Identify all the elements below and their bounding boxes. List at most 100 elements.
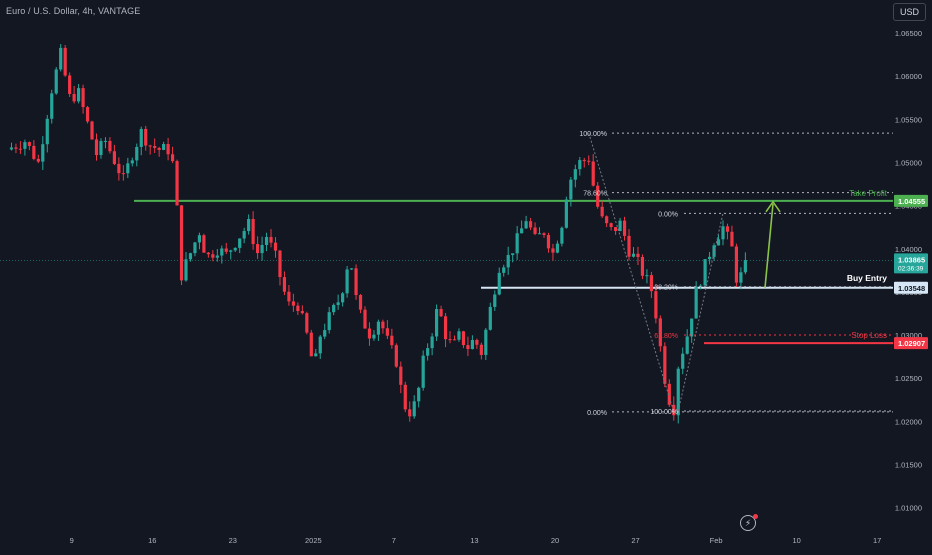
chart-title: Euro / U.S. Dollar, 4h, VANTAGE (6, 6, 141, 16)
candle-body (332, 304, 336, 313)
candle-body (560, 227, 564, 244)
candle-body (663, 346, 667, 384)
candle-body (435, 309, 439, 337)
candle-body (390, 335, 394, 346)
candle-body (739, 272, 743, 283)
candle-body (578, 160, 582, 170)
candle-body (385, 328, 389, 336)
candle-body (349, 268, 354, 270)
candle-body (27, 142, 31, 146)
candle-body (162, 144, 166, 150)
candle-body (23, 142, 27, 149)
candle-body (211, 254, 215, 258)
candle-body (645, 275, 649, 277)
candle-body (515, 233, 519, 254)
fib-level-label: 61.80% (654, 333, 678, 340)
take-profit-label: Take Profit (849, 189, 888, 198)
candle-body (569, 179, 573, 200)
candle-body (9, 147, 14, 150)
candle-body (341, 293, 345, 303)
candle-body (699, 285, 703, 287)
candle-body (94, 139, 99, 156)
currency-button[interactable]: USD (893, 3, 926, 21)
candle-body (135, 146, 139, 161)
candle-body (461, 331, 466, 346)
candle-body (430, 336, 434, 349)
time-axis: 9162320257132027Feb101724 (70, 536, 882, 545)
candle-body (640, 256, 645, 276)
fib-level-label: 78.60% (583, 191, 607, 198)
candle-body (108, 140, 112, 152)
candle-body (730, 231, 734, 247)
candle-body (63, 47, 67, 76)
candle-body (381, 321, 385, 329)
candle-body (77, 88, 81, 102)
time-tick-label: 7 (392, 536, 396, 545)
candle-body (618, 220, 622, 232)
candle-body (251, 218, 255, 245)
candle-body (658, 318, 662, 347)
candle-body (627, 235, 631, 257)
candle-body (600, 206, 604, 217)
candle-body (103, 140, 108, 142)
candle-body (282, 277, 287, 292)
lightning-icon[interactable]: ⚡ (740, 514, 758, 531)
candle-body (448, 339, 452, 341)
candle-body (707, 256, 712, 260)
candle-body (220, 248, 224, 256)
candle-body (148, 145, 152, 147)
candle-body (734, 246, 739, 283)
candle-body (667, 383, 671, 405)
candle-body (681, 353, 685, 369)
candle-body (358, 295, 363, 310)
candle-body (712, 245, 716, 257)
candle-body (188, 253, 193, 260)
candle-body (179, 205, 184, 281)
candle-body (300, 311, 304, 314)
candle-body (85, 107, 90, 122)
candle-body (184, 259, 188, 281)
candle-body (238, 238, 242, 248)
time-tick-label: 27 (631, 536, 639, 545)
price-tick-label: 1.06000 (895, 72, 922, 81)
candle-body (36, 158, 40, 162)
candle-body (41, 144, 45, 162)
fib-level-label: 100.00% (650, 409, 678, 416)
candle-body (144, 128, 148, 146)
candle-body (287, 291, 291, 302)
candle-body (649, 275, 653, 292)
candle-body (506, 255, 510, 268)
time-tick-label: 23 (229, 536, 237, 545)
candle-body (14, 147, 18, 149)
candle-body (672, 404, 676, 416)
candle-body (479, 344, 483, 355)
candle-body (130, 160, 134, 164)
price-tick-label: 1.02500 (895, 374, 922, 383)
candle-body (631, 253, 636, 257)
take-profit-price-tag-bg (894, 194, 928, 207)
candle-body (421, 355, 425, 388)
candle-body (323, 330, 327, 337)
candle-body (614, 227, 618, 232)
time-tick-label: 2025 (305, 536, 322, 545)
time-tick-label: 20 (551, 536, 559, 545)
candle-body (676, 368, 680, 416)
candle-body (654, 291, 658, 319)
notification-dot (753, 514, 758, 519)
candle-body (345, 269, 349, 294)
candle-body (68, 75, 72, 94)
candle-body (233, 247, 237, 251)
candle-body (372, 334, 376, 339)
candle-body (193, 242, 197, 254)
candle-body (564, 199, 568, 228)
price-tick-label: 1.01000 (895, 504, 922, 513)
buy-entry-price-tag: 1.03548 (898, 284, 925, 293)
candle-body (403, 384, 407, 410)
candle-body (587, 160, 591, 162)
candle-body (524, 221, 528, 229)
candle-body (470, 339, 474, 350)
candle-body (170, 154, 175, 162)
candle-body (296, 305, 300, 312)
